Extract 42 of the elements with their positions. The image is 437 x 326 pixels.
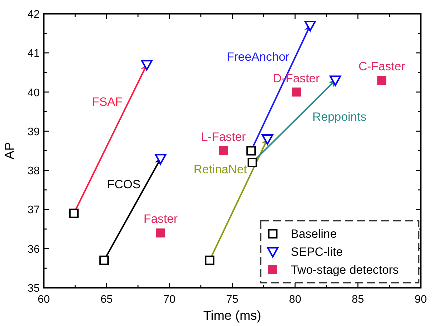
point bbox=[330, 76, 342, 86]
point bbox=[262, 134, 274, 146]
y-tick-label: 38 bbox=[28, 166, 40, 178]
x-axis-title: Time (ms) bbox=[203, 308, 262, 323]
point bbox=[69, 208, 79, 218]
point bbox=[292, 88, 302, 97]
x-tick-label: 70 bbox=[164, 294, 176, 306]
series-label: Reppoints bbox=[312, 110, 367, 124]
y-tick-label: 41 bbox=[28, 48, 40, 60]
x-tick-label: 80 bbox=[289, 294, 302, 306]
legend-label: Two-stage detectors bbox=[291, 263, 400, 277]
x-tick-label: 75 bbox=[226, 294, 239, 306]
y-tick-label: 40 bbox=[28, 87, 40, 100]
series-label: RetinaNet bbox=[194, 162, 248, 177]
point bbox=[100, 256, 110, 266]
series-label: FCOS bbox=[107, 177, 141, 192]
y-tick-label: 35 bbox=[28, 283, 40, 295]
y-tick-label: 39 bbox=[28, 126, 40, 138]
x-tick-label: 85 bbox=[352, 294, 364, 306]
series-label: FreeAnchor bbox=[226, 50, 290, 64]
y-tick-label: 36 bbox=[28, 244, 40, 256]
legend-label: Baseline bbox=[291, 227, 338, 241]
point bbox=[304, 20, 316, 32]
series-label: FSAF bbox=[92, 95, 123, 110]
x-tick-label: 65 bbox=[100, 294, 113, 306]
point bbox=[248, 158, 258, 168]
y-tick-label: 42 bbox=[28, 9, 40, 21]
y-axis-title: AP bbox=[2, 142, 17, 160]
annotation: C-Faster bbox=[358, 60, 406, 74]
annotation: L-Faster bbox=[201, 130, 246, 144]
x-tick-label: 90 bbox=[414, 294, 428, 306]
point bbox=[156, 228, 166, 238]
point bbox=[205, 256, 215, 266]
point bbox=[141, 60, 153, 71]
annotation: Faster bbox=[144, 212, 178, 226]
y-tick-label: 37 bbox=[28, 204, 40, 217]
point bbox=[219, 146, 228, 156]
x-tick-label: 60 bbox=[38, 294, 50, 306]
point bbox=[378, 76, 387, 86]
point bbox=[246, 146, 256, 156]
point bbox=[155, 154, 167, 165]
legend-label: SEPC-lite bbox=[291, 245, 344, 259]
